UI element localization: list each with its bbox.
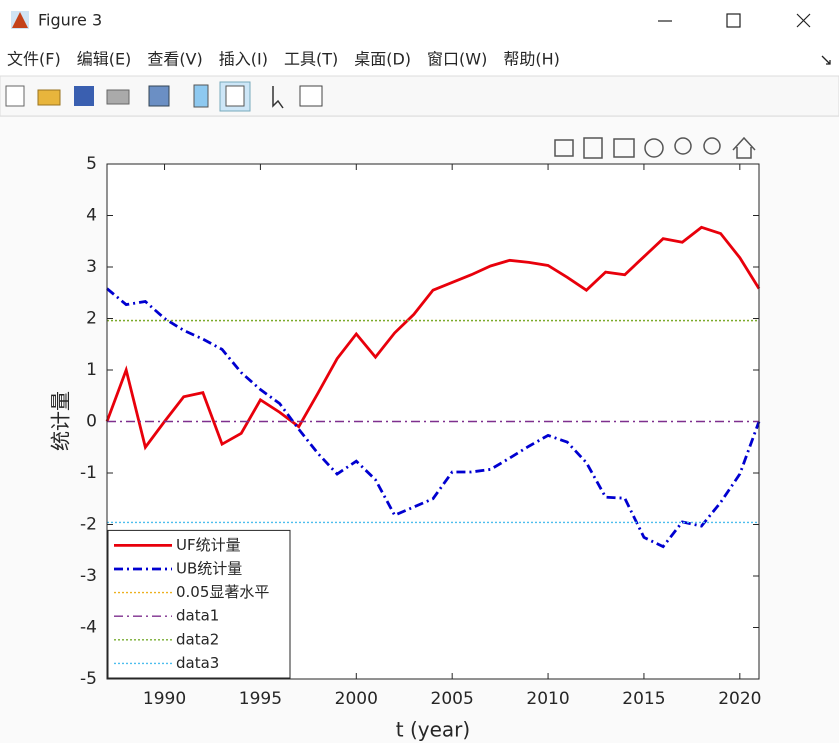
open-icon[interactable] [37, 89, 61, 106]
export-icon[interactable] [554, 139, 574, 157]
home-icon[interactable] [732, 136, 756, 159]
datatip-icon[interactable] [613, 138, 635, 158]
axes-toolbar [554, 136, 756, 159]
y-tick-label: 5 [86, 154, 97, 174]
legend-icon [225, 85, 245, 107]
property-icon[interactable] [299, 85, 323, 107]
title-bar [0, 0, 839, 40]
legend-box [107, 529, 291, 679]
data-line [105, 225, 761, 451]
y-tick-label: -1 [80, 463, 97, 483]
menu-item[interactable]: 工具(T) [284, 50, 338, 69]
dock-arrow[interactable] [821, 55, 831, 65]
y-axis-label: 统计量 [49, 391, 73, 451]
y-tick-label: -5 [80, 669, 97, 689]
x-tick-label: 2020 [718, 689, 761, 709]
save-icon[interactable] [74, 86, 94, 106]
legend-label: data2 [176, 630, 219, 648]
menu-item[interactable]: 桌面(D) [354, 50, 411, 69]
y-tick-label: -3 [80, 566, 97, 586]
close-button[interactable] [796, 13, 811, 28]
zoom-in-icon[interactable] [674, 137, 692, 155]
legend-label: UB统计量 [176, 560, 242, 578]
app-icon-shape [12, 12, 28, 28]
x-axis-label: t (year) [396, 718, 470, 742]
brush-icon[interactable] [583, 137, 603, 159]
legend-label: data1 [176, 607, 219, 625]
link-icon[interactable] [148, 85, 170, 107]
menu-item[interactable]: 窗口(W) [427, 50, 487, 69]
toolbar [0, 75, 839, 117]
x-tick-label: 2000 [335, 689, 378, 709]
menu-item[interactable]: 文件(F) [7, 50, 61, 69]
axes-box [106, 163, 760, 680]
menu-item[interactable]: 插入(I) [219, 50, 268, 69]
y-tick-label: 3 [86, 257, 97, 277]
colorbar-icon[interactable] [193, 84, 209, 108]
legend-label: data3 [176, 654, 219, 672]
pointer-icon[interactable] [272, 86, 284, 109]
menu-item[interactable]: 编辑(E) [77, 50, 132, 69]
zoom-out-icon[interactable] [703, 137, 721, 155]
x-tick-label: 1990 [143, 689, 186, 709]
data-line [106, 287, 761, 549]
menu-item[interactable]: 查看(V) [147, 50, 202, 69]
x-tick-label: 2005 [431, 689, 474, 709]
window-title: Figure 3 [38, 11, 102, 30]
menu-bar [0, 40, 839, 76]
y-tick-label: -2 [80, 515, 97, 535]
legend-label: UF统计量 [176, 536, 241, 554]
maximize-button[interactable] [726, 13, 741, 28]
menu-item[interactable]: 帮助(H) [503, 50, 560, 69]
toolbar-icons [5, 81, 323, 112]
x-tick-label: 2010 [526, 689, 569, 709]
y-tick-label: 1 [86, 360, 97, 380]
pan-icon[interactable] [644, 138, 664, 158]
x-tick-label: 2015 [622, 689, 665, 709]
print-icon[interactable] [106, 89, 130, 105]
y-tick-label: 2 [86, 309, 97, 329]
legend-label: 0.05显著水平 [176, 583, 269, 601]
y-tick-label: 0 [86, 412, 97, 432]
y-tick-label: 4 [86, 206, 97, 226]
new-icon[interactable] [5, 85, 25, 107]
x-tick-label: 1995 [239, 689, 282, 709]
y-tick-label: -4 [80, 618, 97, 638]
